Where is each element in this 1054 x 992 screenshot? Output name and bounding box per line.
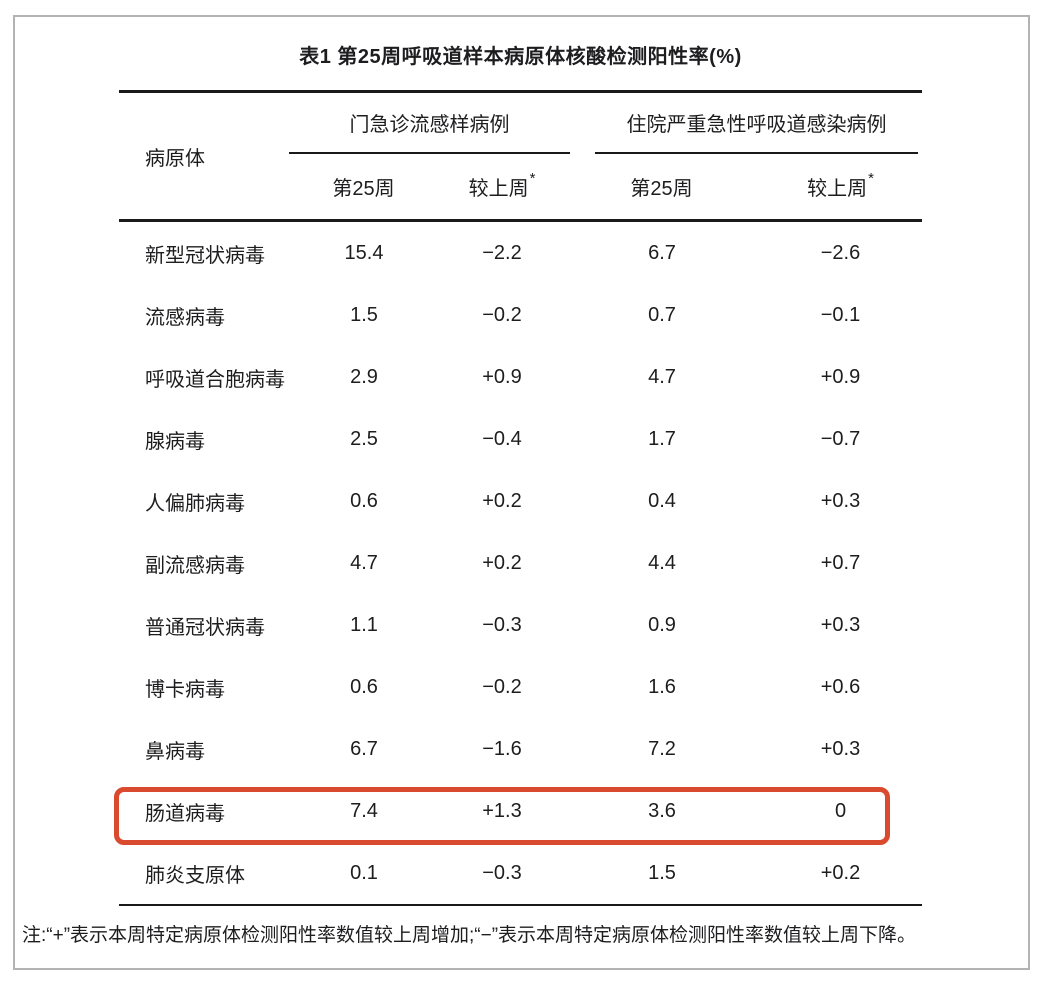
value-outpatient-week25: 15.4 [344, 241, 384, 264]
value-outpatient-change: −1.6 [482, 737, 522, 760]
value-inpatient-change: +0.9 [820, 365, 861, 388]
value-inpatient-change: +0.6 [820, 675, 861, 698]
table-row: 人偏肺病毒 0.6 +0.2 0.4 +0.3 [119, 470, 922, 532]
value-inpatient-week25: 3.6 [648, 799, 676, 822]
value-inpatient-week25: 1.7 [648, 427, 676, 450]
subheader-label: 第25周 [332, 177, 395, 200]
table-row: 鼻病毒 6.7 −1.6 7.2 +0.3 [119, 718, 922, 780]
value-outpatient-change: +1.3 [482, 799, 522, 822]
value-inpatient-change: +0.7 [820, 551, 861, 574]
document-frame: 表1 第25周呼吸道样本病原体核酸检测阳性率(%) 病原体 门急诊流感样病例 住… [13, 15, 1030, 970]
value-inpatient-change: +0.2 [820, 861, 861, 884]
value-outpatient-week25: 2.5 [350, 427, 378, 450]
value-outpatient-change: −0.3 [482, 613, 522, 636]
header-group-outpatient-ili: 门急诊流感样病例 [349, 113, 510, 136]
pathogen-name: 新型冠状病毒 [145, 244, 265, 267]
value-inpatient-change: +0.3 [820, 613, 861, 636]
header-inpatient-week25: 第25周 [565, 154, 759, 218]
table-row: 腺病毒 2.5 −0.4 1.7 −0.7 [119, 408, 922, 470]
value-inpatient-week25: 1.6 [648, 675, 676, 698]
header-pathogen: 病原体 [145, 147, 205, 170]
value-outpatient-change: +0.2 [482, 551, 522, 574]
table-row: 副流感病毒 4.7 +0.2 4.4 +0.7 [119, 532, 922, 594]
pathogen-name: 普通冠状病毒 [145, 616, 265, 639]
table-body: 新型冠状病毒 15.4 −2.2 6.7 −2.6 流感病毒 1.5 −0.2 … [114, 222, 922, 906]
value-outpatient-change: +0.2 [482, 489, 522, 512]
value-inpatient-week25: 7.2 [648, 737, 676, 760]
value-inpatient-week25: 0.7 [648, 303, 676, 326]
subheader-label: 较上周 [807, 177, 868, 200]
value-outpatient-week25: 6.7 [350, 737, 378, 760]
table-row: 新型冠状病毒 15.4 −2.2 6.7 −2.6 [119, 222, 922, 284]
table-row: 肺炎支原体 0.1 −0.3 1.5 +0.2 [119, 842, 922, 904]
pathogen-name: 肠道病毒 [145, 802, 225, 825]
pathogen-name: 博卡病毒 [145, 678, 225, 701]
value-inpatient-change: −0.7 [820, 427, 861, 450]
pathogen-name: 呼吸道合胞病毒 [145, 368, 285, 391]
value-outpatient-week25: 0.6 [350, 675, 378, 698]
pathogen-name: 鼻病毒 [145, 740, 205, 763]
table-row: 呼吸道合胞病毒 2.9 +0.9 4.7 +0.9 [119, 346, 922, 408]
table-row: 肠道病毒 7.4 +1.3 3.6 0 [114, 780, 922, 845]
positivity-rate-table: 病原体 门急诊流感样病例 住院严重急性呼吸道感染病例 第25周 较上周 * 第25… [114, 90, 922, 906]
pathogen-name: 肺炎支原体 [145, 864, 245, 887]
value-outpatient-week25: 0.6 [350, 489, 378, 512]
value-outpatient-week25: 1.1 [350, 613, 378, 636]
header-outpatient-vs-lastweek: 较上周 * [468, 170, 536, 200]
header-outpatient-week25: 第25周 [289, 154, 439, 218]
value-outpatient-change: −0.2 [482, 675, 522, 698]
group-underline-inpatient [595, 152, 918, 154]
value-inpatient-change: +0.3 [820, 737, 861, 760]
header-inpatient-vs-lastweek: 较上周 * [807, 170, 874, 200]
pathogen-name: 人偏肺病毒 [145, 492, 245, 515]
value-outpatient-change: −0.3 [482, 861, 522, 884]
value-outpatient-change: −0.2 [482, 303, 522, 326]
value-outpatient-week25: 1.5 [350, 303, 378, 326]
value-inpatient-change: 0 [834, 799, 847, 822]
pathogen-name: 流感病毒 [145, 306, 225, 329]
value-outpatient-change: −0.4 [482, 427, 522, 450]
value-inpatient-change: +0.3 [820, 489, 861, 512]
footnote: 注:“+”表示本周特定病原体检测阳性率数值较上周增加;“−”表示本周特定病原体检… [22, 925, 917, 946]
subheader-label: 较上周 [468, 177, 529, 200]
pathogen-name: 腺病毒 [145, 430, 205, 453]
value-outpatient-week25: 0.1 [350, 861, 378, 884]
table-title: 表1 第25周呼吸道样本病原体核酸检测阳性率(%) [299, 46, 742, 68]
value-inpatient-week25: 1.5 [648, 861, 676, 884]
value-inpatient-week25: 6.7 [648, 241, 676, 264]
subheader-label: 第25周 [630, 177, 693, 200]
value-inpatient-week25: 0.9 [648, 613, 676, 636]
value-inpatient-week25: 4.7 [648, 365, 676, 388]
value-outpatient-week25: 7.4 [350, 799, 378, 822]
group-underline-outpatient [289, 152, 570, 154]
table-row: 普通冠状病毒 1.1 −0.3 0.9 +0.3 [119, 594, 922, 656]
table-row: 博卡病毒 0.6 −0.2 1.6 +0.6 [119, 656, 922, 718]
value-inpatient-week25: 4.4 [648, 551, 676, 574]
pathogen-name: 副流感病毒 [145, 554, 245, 577]
table-row: 流感病毒 1.5 −0.2 0.7 −0.1 [119, 284, 922, 346]
value-inpatient-week25: 0.4 [648, 489, 676, 512]
header-group-inpatient-sari: 住院严重急性呼吸道感染病例 [626, 113, 887, 136]
value-outpatient-week25: 4.7 [350, 551, 378, 574]
value-inpatient-change: −0.1 [820, 303, 861, 326]
value-outpatient-change: +0.9 [482, 365, 522, 388]
value-inpatient-change: −2.6 [820, 241, 861, 264]
table-header: 病原体 门急诊流感样病例 住院严重急性呼吸道感染病例 第25周 较上周 * 第25… [119, 90, 922, 222]
value-outpatient-week25: 2.9 [350, 365, 378, 388]
value-outpatient-change: −2.2 [482, 241, 522, 264]
